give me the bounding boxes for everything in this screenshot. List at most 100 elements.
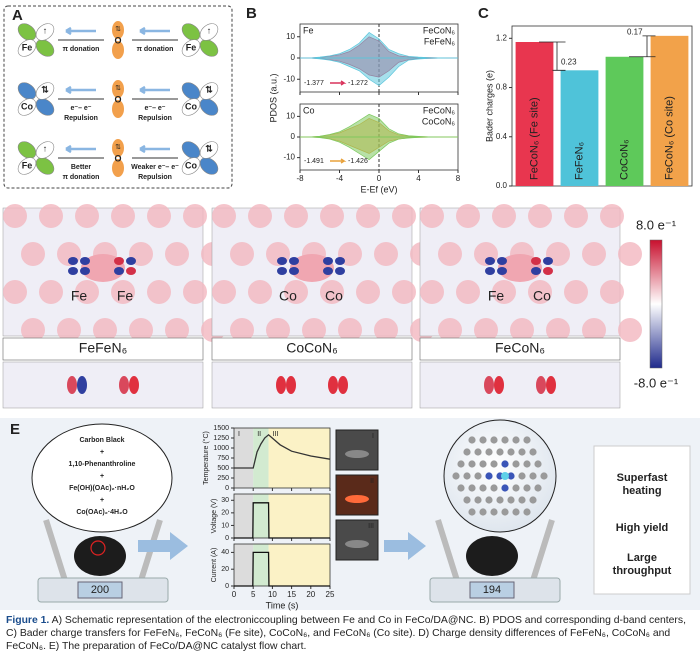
phase-region [268, 544, 330, 586]
feature-text: High yield [616, 522, 669, 534]
lattice-atom [512, 508, 520, 516]
orbital-lobe [181, 141, 201, 159]
series-line [234, 502, 330, 539]
orbital-lobe [35, 157, 55, 175]
map-name: FeCoN₆ [495, 340, 545, 356]
density-blob [320, 280, 344, 304]
lattice-atom [468, 436, 476, 444]
lattice-atom [529, 472, 537, 480]
series-line [234, 551, 330, 587]
density-blob [21, 242, 45, 266]
lattice-atom [463, 496, 471, 504]
charge-lobe [497, 267, 507, 275]
density-blob [75, 204, 99, 228]
series-line [234, 433, 331, 469]
bar [560, 70, 599, 186]
density-blob [183, 204, 207, 228]
lattice-atom [479, 460, 487, 468]
orbital-lobe [17, 141, 37, 159]
density-blob [564, 204, 588, 228]
side-lobe [276, 376, 286, 394]
phase-label: III [273, 431, 279, 438]
interaction-label: Weaker e⁻– e⁻ [131, 164, 179, 171]
lattice-atom [523, 460, 531, 468]
panel-label: C [478, 5, 489, 22]
atom-label: Fe [22, 42, 33, 52]
lattice-atom [534, 460, 542, 468]
charge-lobe [80, 267, 90, 275]
charge-lobe [531, 267, 541, 275]
lattice-atom [479, 484, 487, 492]
lattice-atom [512, 484, 520, 492]
lattice-atom [457, 460, 465, 468]
colorbar-min: -8.0 e⁻¹ [634, 375, 679, 390]
density-blob [492, 280, 516, 304]
spin-symbol: ⇅ [115, 144, 121, 151]
lattice-atom [485, 472, 493, 480]
density-blob [392, 204, 416, 228]
features-box [593, 445, 691, 595]
density-blob [492, 204, 516, 228]
x-tick-label: 20 [306, 590, 315, 599]
interaction-label: Repulsion [138, 174, 172, 181]
phase-region [253, 428, 269, 488]
panel-label: E [10, 421, 20, 438]
transfer-arrow [65, 144, 96, 154]
lattice-atom [490, 460, 498, 468]
side-lobe [328, 376, 338, 394]
x-tick-label: 0 [232, 590, 237, 599]
orbital-lobe [112, 139, 124, 157]
y-tick-label: 750 [217, 455, 229, 462]
lattice-atom [518, 472, 526, 480]
feature-text: Large [627, 552, 657, 564]
map-name: CoCoN₆ [286, 340, 338, 356]
density-blob [284, 280, 308, 304]
orbital-lobe [199, 23, 219, 41]
orbital-lobe [181, 82, 201, 100]
charge-lobe [323, 257, 333, 265]
photo-glow [345, 540, 369, 548]
lattice-atom [496, 448, 504, 456]
y-tick-label: 40 [221, 549, 229, 556]
side-lobe [494, 376, 504, 394]
orbital-lobe [112, 41, 124, 59]
y-tick-label: 250 [217, 475, 229, 482]
legend-entry: CoCoN₆ [422, 116, 456, 126]
density-blob [338, 318, 362, 342]
phase-region [234, 544, 254, 586]
density-blob [248, 280, 272, 304]
orbital-lobe [112, 159, 124, 177]
y-tick-label: 1000 [213, 445, 229, 452]
side-map [2, 361, 204, 409]
atom-label: Fe [488, 288, 505, 304]
bar-label: FeCoN₆ (Co site) [663, 96, 675, 180]
charge-lobe [68, 267, 78, 275]
y-axis-label: PDOS (a.u.) [268, 73, 278, 122]
y-tick-label: 1500 [213, 425, 229, 432]
lattice-atom [479, 436, 487, 444]
sample-pile [74, 536, 126, 576]
x-tick-label: -4 [336, 174, 344, 183]
density-blob [356, 280, 380, 304]
lattice-atom [529, 496, 537, 504]
y-tick-label: -10 [283, 153, 295, 162]
orbital-lobe [199, 82, 219, 100]
lattice-atom [463, 448, 471, 456]
orbital-lobe [17, 82, 37, 100]
feature-text: Superfast [617, 472, 668, 484]
photo-label: II [370, 478, 374, 485]
lattice-atom [507, 472, 515, 480]
orbital-lobe [199, 157, 219, 175]
density-blob [374, 242, 398, 266]
phase-label: II [257, 431, 261, 438]
charge-lobe [335, 267, 345, 275]
atom-label: Fe [22, 160, 33, 170]
annotation-arrow [330, 158, 347, 164]
orbital-lobe [35, 39, 55, 57]
transfer-arrow [139, 144, 170, 154]
photo-glow [345, 495, 369, 503]
spin-symbol: ↑ [43, 143, 48, 153]
side-map [419, 361, 621, 409]
orbital-lobe [35, 141, 55, 159]
